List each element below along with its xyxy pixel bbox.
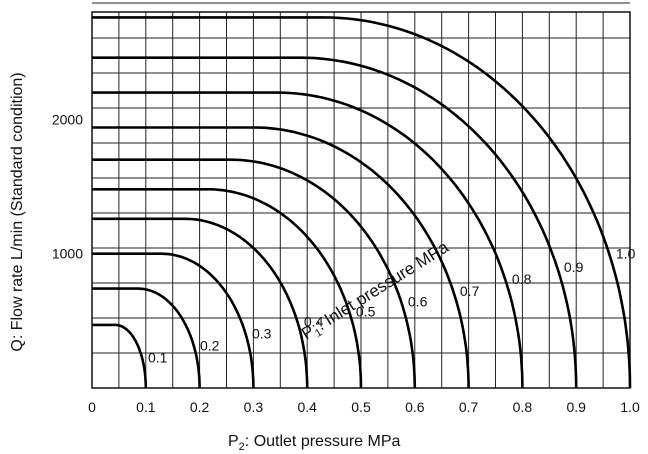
x-tick-label: 0.3 [244,399,264,415]
curve-label-0.9: 0.9 [564,259,584,275]
x-tick-label: 1.0 [620,399,640,415]
x-tick-label: 0 [88,399,96,415]
x-tick-label: 0.1 [136,399,156,415]
curve-label-0.1: 0.1 [148,350,168,366]
curve-label-0.5: 0.5 [356,304,376,320]
x-axis-label-prefix: P [228,433,239,450]
x-tick-label: 0.8 [513,399,533,415]
curve-inlet-0.8 [92,91,524,389]
curve-label-0.6: 0.6 [408,294,428,310]
curve-label-1.0: 1.0 [616,246,636,262]
curve-inlet-0.5 [92,188,363,389]
x-tick-label: 0.9 [566,399,586,415]
x-axis-label-rest: : Outlet pressure MPa [245,433,401,450]
annotation-sub: 1 [313,327,325,340]
curve-inlet-0.2 [92,287,201,388]
curve-label-0.4: 0.4 [304,314,324,330]
y-tick-labels: 1000 2000 [52,111,83,261]
curve-inlet-0.6 [92,158,417,389]
curve-inlet-0.1 [92,323,148,388]
x-axis-label: P2: Outlet pressure MPa [228,433,401,453]
curves [92,16,632,389]
grid [91,2,631,389]
x-tick-labels: 0 0.1 0.2 0.3 0.4 0.5 0.6 0.7 0.8 0.9 1.0 [88,399,640,415]
curve-inlet-0.9 [92,56,578,389]
curve-inlet-1.0 [92,16,632,389]
curve-inlet-0.4 [92,217,309,388]
x-tick-label: 0.2 [190,399,210,415]
curve-inlet-0.3 [92,252,255,388]
x-tick-label: 0.5 [351,399,371,415]
curve-label-0.8: 0.8 [512,271,532,287]
x-tick-label: 0.4 [297,399,317,415]
x-tick-label: 0.6 [405,399,425,415]
y-tick-label: 1000 [52,246,83,262]
curve-label-0.2: 0.2 [200,337,220,353]
curve-label-0.3: 0.3 [252,326,272,342]
y-axis-label: Q: Flow rate L/min (Standard condition) [9,72,26,351]
curve-labels: 0.1 0.2 0.3 0.4 0.5 0.6 0.7 0.8 0.9 1.0 [148,246,636,366]
curve-label-0.7: 0.7 [460,283,480,299]
curve-inlet-0.7 [92,126,470,389]
x-tick-label: 0.7 [459,399,479,415]
x-axis-label-sub: 2 [239,441,245,453]
y-tick-label: 2000 [52,111,83,127]
